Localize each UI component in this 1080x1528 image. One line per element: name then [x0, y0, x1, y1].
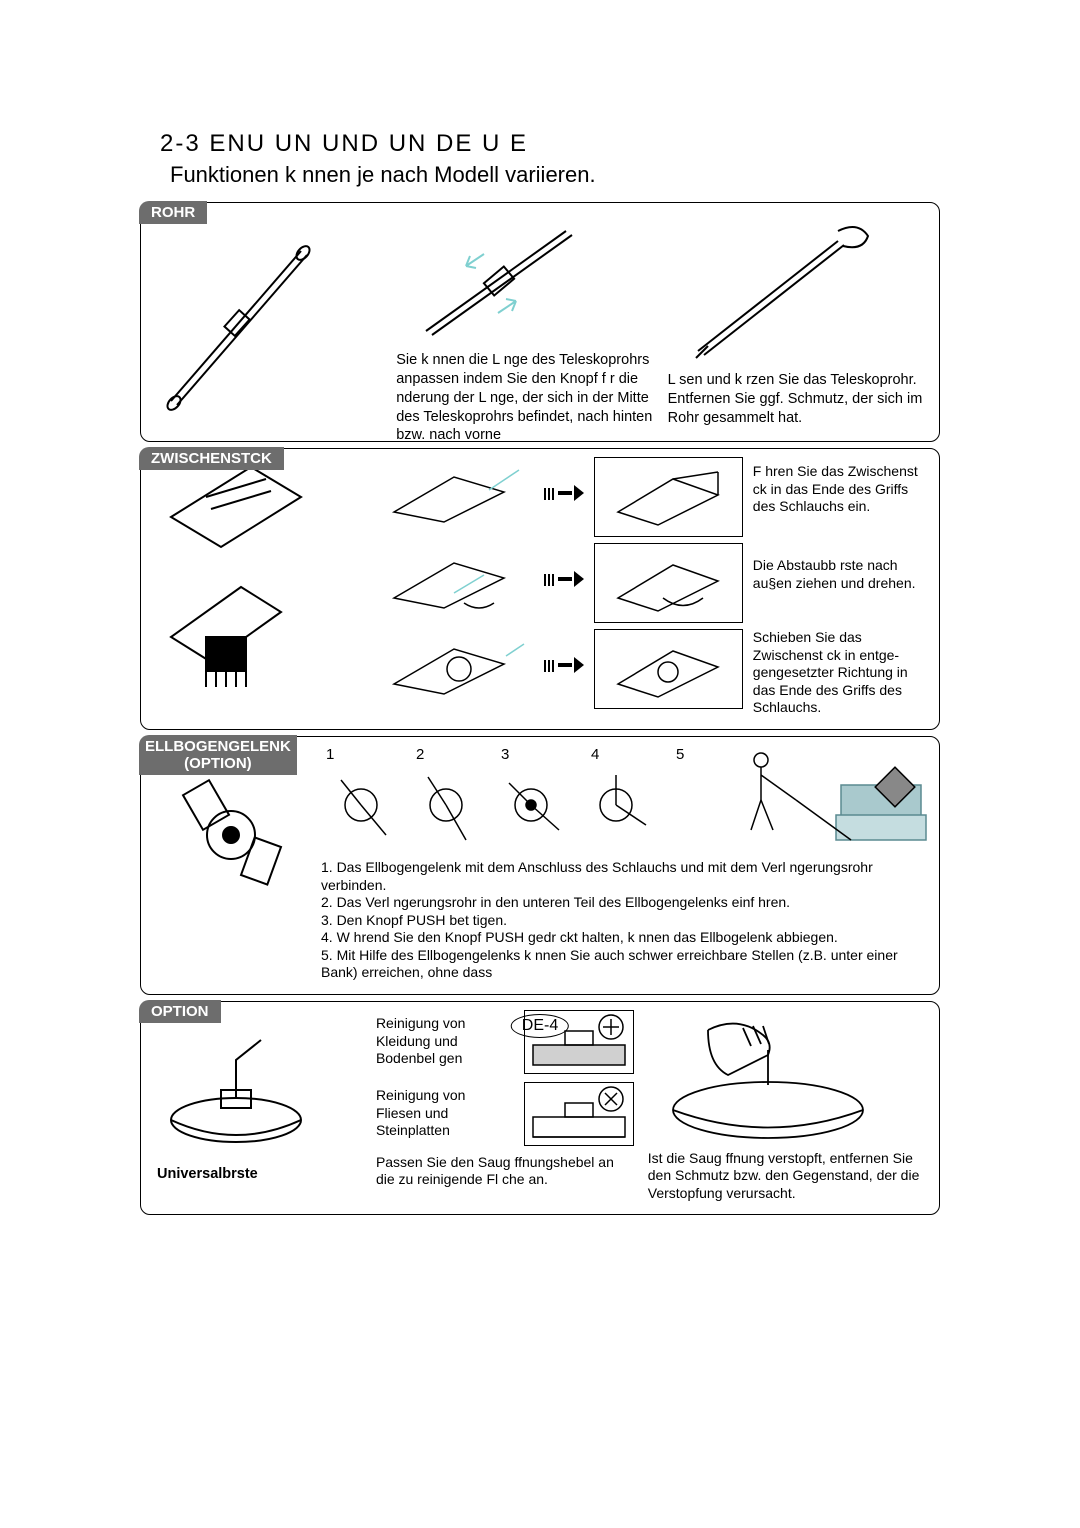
- tag-rohr: ROHR: [139, 201, 207, 224]
- page-number: DE-4: [511, 1014, 569, 1038]
- arrow-icon: [544, 543, 584, 589]
- svg-text:2: 2: [416, 746, 424, 763]
- arrow-icon: [544, 457, 584, 503]
- svg-text:5: 5: [676, 746, 684, 763]
- panel-rohr: ROHR: [140, 202, 940, 442]
- rohr-right: L sen und k rzen Sie das Teleskoprohr. E…: [668, 211, 929, 429]
- elbow-steps-icon: 1 2 3 4 5: [321, 745, 741, 855]
- brush-rotate-icon: [613, 553, 723, 613]
- lever-down-icon: [525, 1083, 633, 1145]
- rohr-mid-text: Sie k nnen die L nge des Teleskoprohrs a…: [396, 351, 657, 445]
- elbow-step-5: 5. Mit Hilfe des Ellbogengelenks k nnen …: [321, 947, 931, 982]
- sofa-reach-icon: [741, 745, 931, 855]
- option-mid1: Reinigung von Kleidung und Bodenbel gen: [376, 1015, 514, 1068]
- section-subheading: Funktionen k nnen je nach Modell variier…: [170, 162, 940, 188]
- handle-slot2-icon: [613, 639, 723, 699]
- handle-reverse-icon: [384, 634, 534, 704]
- zw-r3-text: Schieben Sie das Zwischenst ck in entge-…: [753, 629, 929, 717]
- tag-elbow-1: ELLBOGENGELENK: [145, 738, 291, 755]
- tag-zw: ZWISCHENSTCK: [139, 447, 284, 470]
- elbow-steps-text: 1. Das Ellbogengelenk mit dem Anschluss …: [321, 859, 931, 982]
- elbow-step-2: 2. Das Verl ngerungsrohr in den unteren …: [321, 894, 931, 912]
- svg-text:4: 4: [591, 746, 599, 763]
- zw-r2-text: Die Abstaubb rste nach au§en ziehen und …: [753, 543, 929, 592]
- zw-r1-text: F hren Sie das Zwischenst ck in das Ende…: [753, 457, 929, 516]
- handle-insert-icon: [384, 462, 534, 532]
- adapter-icon: [151, 457, 321, 717]
- elbow-left-illus: [151, 745, 311, 982]
- zw-r2-a: [384, 543, 534, 623]
- rohr-mid: Sie k nnen die L nge des Teleskoprohrs a…: [396, 211, 657, 429]
- tube-adjust-icon: [396, 211, 596, 351]
- tube-clean-icon: [668, 211, 888, 371]
- handle-slot-icon: [613, 467, 723, 527]
- option-right: Ist die Saug ffnung verstopft, entfernen…: [648, 1010, 929, 1203]
- zw-r1-b: [594, 457, 743, 537]
- option-right-text: Ist die Saug ffnung verstopft, entfernen…: [648, 1150, 929, 1203]
- brush-pull-icon: [384, 548, 534, 618]
- floor-brush-icon: [151, 1010, 321, 1160]
- option-mid2: Reinigung von Fliesen und Steinplatten: [376, 1087, 514, 1140]
- elbow-step-3: 3. Den Knopf PUSH bet tigen.: [321, 912, 931, 930]
- zw-illus-left: [151, 457, 374, 717]
- zw-r1-a: [384, 457, 534, 537]
- rohr-illus-left: [151, 211, 386, 429]
- elbow-step-4: 4. W hrend Sie den Knopf PUSH gedr ckt h…: [321, 929, 931, 947]
- svg-text:1: 1: [326, 746, 334, 763]
- option-left-label: Universalbrste: [157, 1166, 362, 1182]
- zw-rows: F hren Sie das Zwischenst ck in das Ende…: [384, 457, 929, 717]
- zw-r3-b: [594, 629, 743, 709]
- lever-down-box: [524, 1082, 634, 1146]
- zw-r2-b: [594, 543, 743, 623]
- rohr-right-text: L sen und k rzen Sie das Teleskoprohr. E…: [668, 371, 929, 428]
- panel-zwischenstueck: ZWISCHENSTCK: [140, 448, 940, 730]
- section-heading: 2-3 ENU UN UND UN DE U E: [160, 130, 940, 158]
- elbow-step-1: 1. Das Ellbogengelenk mit dem Anschluss …: [321, 859, 931, 894]
- option-left: Universalbrste: [151, 1010, 362, 1203]
- svg-text:3: 3: [501, 746, 509, 763]
- panel-ellbogen: ELLBOGENGELENK (OPTION) 1 2: [140, 736, 940, 995]
- tube-icon: [151, 211, 321, 421]
- tag-option: OPTION: [139, 1000, 221, 1023]
- tag-elbow-2: (OPTION): [145, 755, 291, 772]
- unclog-icon: [648, 1010, 888, 1150]
- option-mid: Reinigung von Kleidung und Bodenbel gen …: [376, 1010, 634, 1203]
- arrow-icon: [544, 629, 584, 675]
- zw-r3-a: [384, 629, 534, 709]
- elbow-right: 1 2 3 4 5: [321, 745, 931, 982]
- option-mid3: Passen Sie den Saug ffnungshebel an die …: [376, 1154, 634, 1189]
- elbow-sofa-illus: [741, 745, 931, 855]
- tag-elbow: ELLBOGENGELENK (OPTION): [139, 735, 297, 775]
